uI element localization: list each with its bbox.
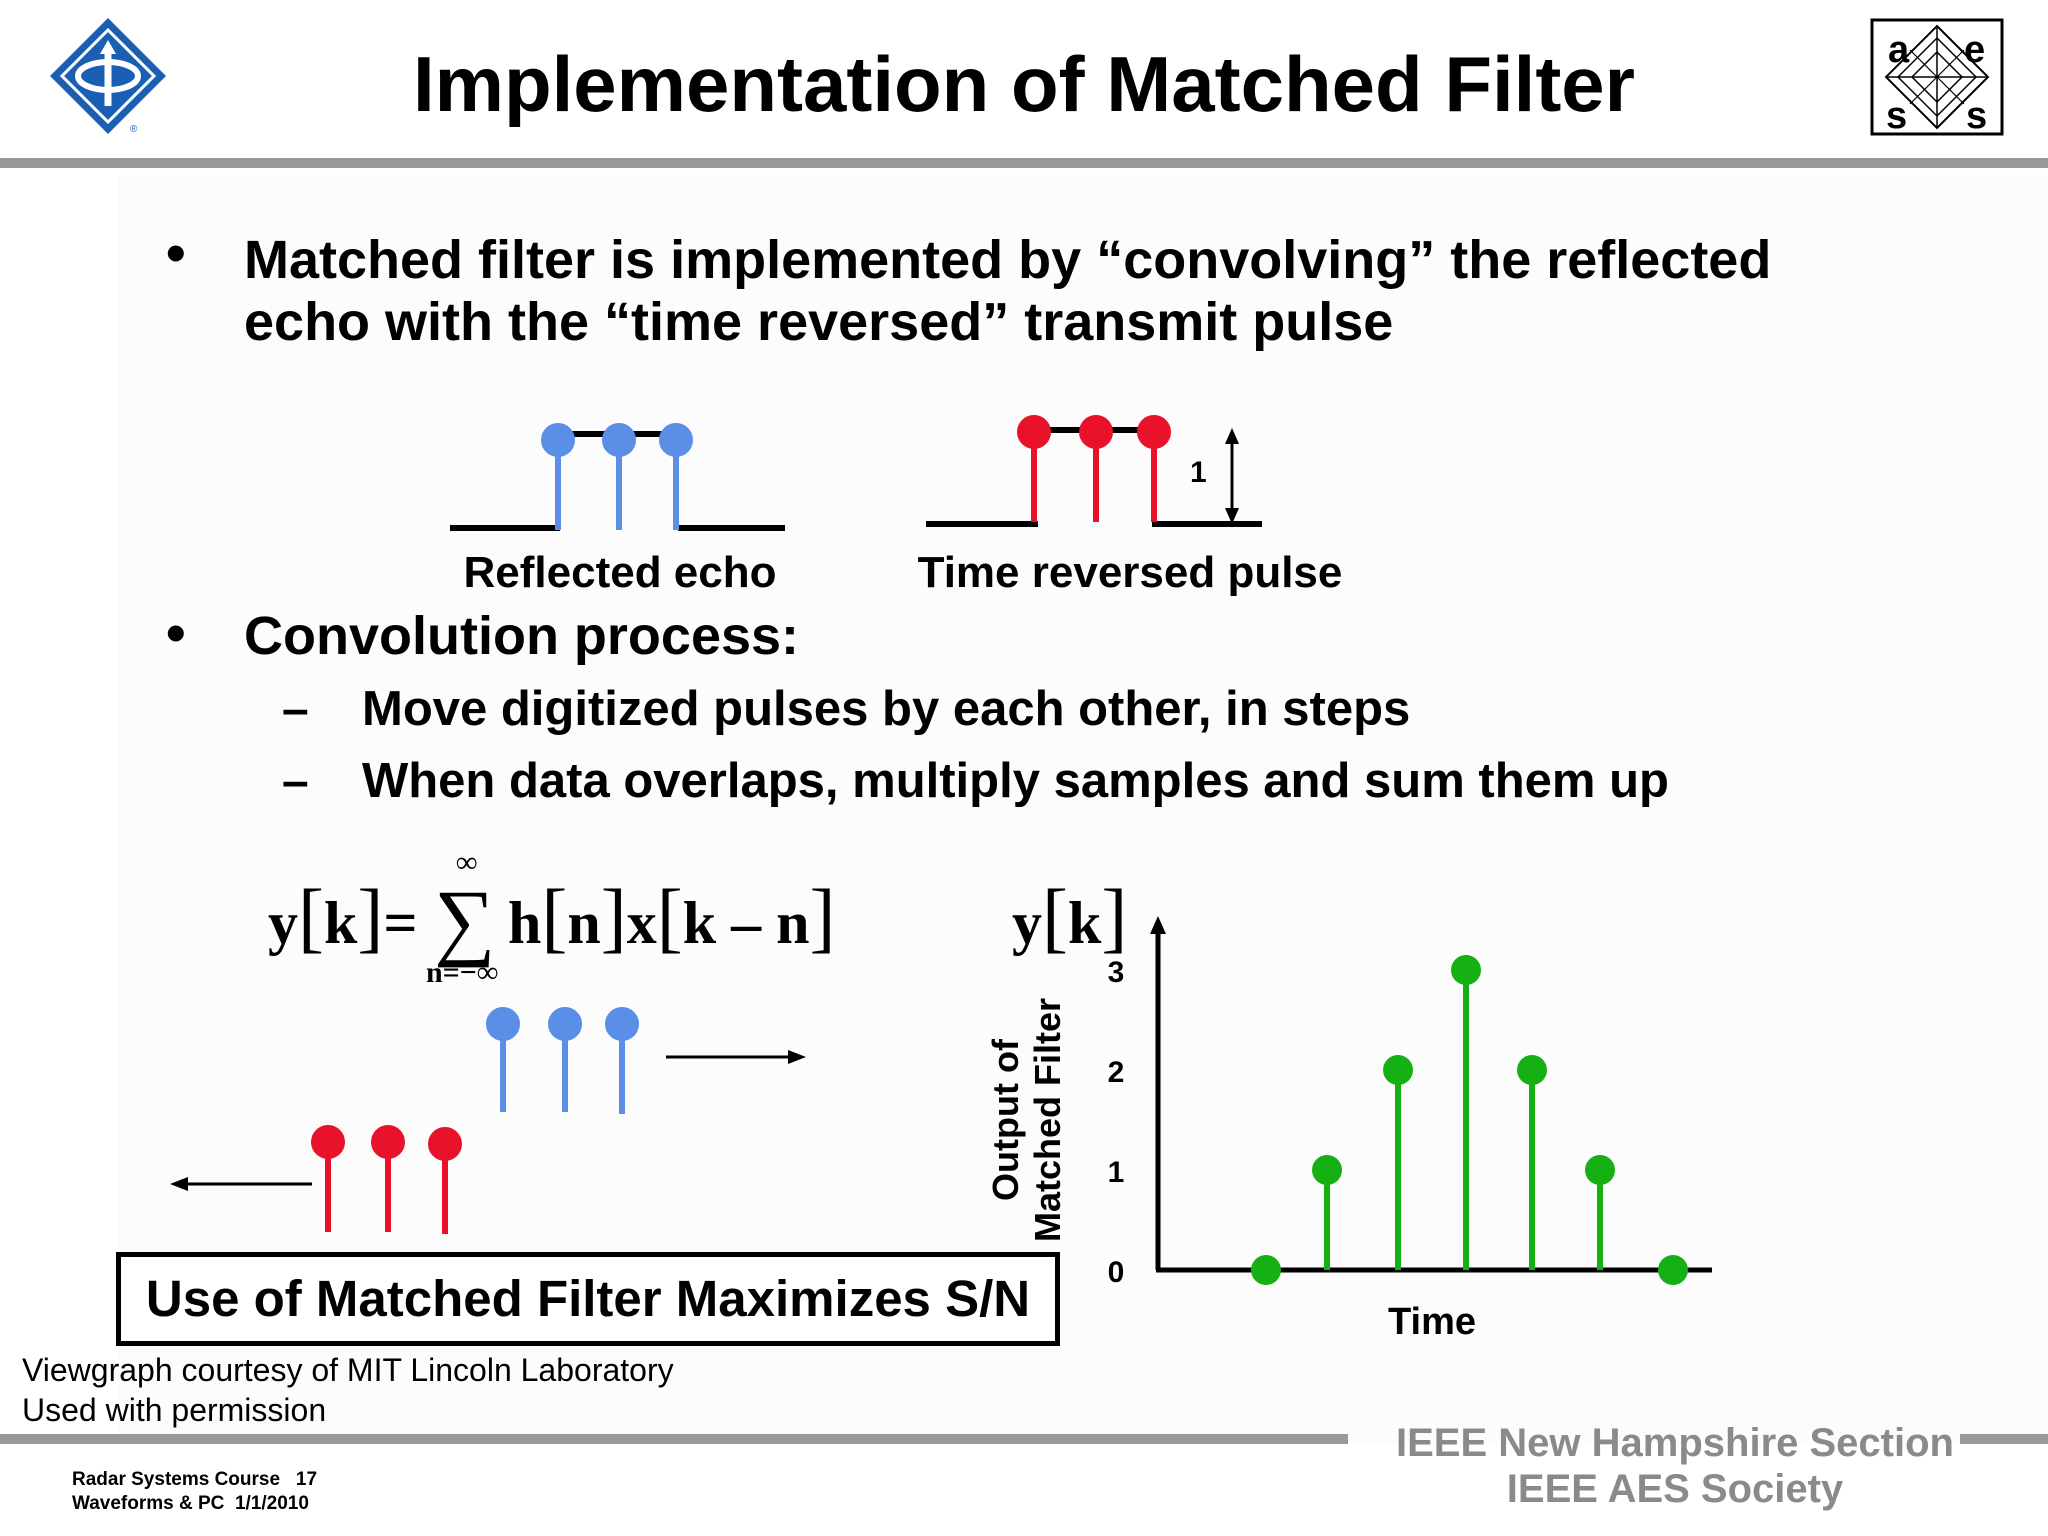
credit-line-1: Viewgraph courtesy of MIT Lincoln Labora… <box>22 1352 674 1388</box>
footer-org-line-1: IEEE New Hampshire Section <box>1396 1421 1954 1465</box>
sub-bullet-dash: – <box>282 683 309 736</box>
bullet-2-text: Convolution process: <box>244 606 800 666</box>
chart-stem-point <box>1517 1055 1547 1085</box>
chart-stem-point <box>1658 1255 1688 1285</box>
reflected-echo-label: Reflected echo <box>463 548 777 597</box>
credit-line-2: Used with permission <box>22 1392 327 1428</box>
aess-letter-s2: s <box>1966 95 1987 136</box>
formula-upper-limit: ∞ <box>456 846 478 879</box>
aess-letter-a: a <box>1888 29 1910 71</box>
formula-y: y <box>268 890 298 956</box>
footer-date: 1/1/2010 <box>234 1493 309 1514</box>
footer-module: Waveforms & PC 1/1/2010 <box>72 1492 309 1516</box>
footer-org-line-2: IEEE AES Society <box>1506 1467 1844 1511</box>
aess-letter-s1: s <box>1886 95 1907 136</box>
chart-stem-point <box>1312 1155 1342 1185</box>
formula-k: k <box>323 890 358 956</box>
aess-logo: a e s s <box>1870 18 2004 136</box>
chart-stem-point <box>1585 1155 1615 1185</box>
chart-stem-point <box>1383 1055 1413 1085</box>
formula-lhs: y[k]= <box>268 873 418 960</box>
footer-module-name: Waveforms & PC <box>72 1493 225 1514</box>
chart-title-k: k <box>1067 890 1102 956</box>
chart-stem-point <box>1251 1255 1281 1285</box>
amplitude-label: 1 <box>1190 456 1207 489</box>
formula-n: n <box>567 890 601 956</box>
formula-equals: = <box>383 890 418 956</box>
sub-bullet-2: When data overlaps, multiply samples and… <box>362 754 1669 808</box>
slide-title: Implementation of Matched Filter <box>412 40 1636 128</box>
header-divider <box>0 158 2048 168</box>
chart-ylabel-line-2: Matched Filter <box>1027 998 1068 1242</box>
chart-yticks: 0 1 2 3 <box>1108 956 1125 1289</box>
formula-rhs: h[n]x[k – n] <box>508 873 836 960</box>
sub-bullet-dash: – <box>282 755 309 808</box>
matched-filter-output-chart: 0 1 2 3 Output of Matched Filter Time <box>985 916 1712 1343</box>
footer-divider-left <box>0 1434 1348 1444</box>
chart-xlabel: Time <box>1388 1301 1476 1343</box>
sub-bullet-1: Move digitized pulses by each other, in … <box>362 682 1411 736</box>
aess-letter-e: e <box>1964 29 1985 71</box>
formula-h: h <box>508 890 542 956</box>
chart-axes <box>1150 916 1712 1273</box>
conclusion-box: Use of Matched Filter Maximizes S/N <box>116 1252 1060 1346</box>
chart-stems <box>1251 955 1688 1285</box>
bullet-marker: • <box>166 601 186 664</box>
footer-divider-right <box>1960 1434 2048 1444</box>
formula-x: x <box>626 890 657 956</box>
bullet-marker: • <box>166 221 186 284</box>
footer-course: Radar Systems Course 17 <box>72 1468 317 1492</box>
chart-ytick-label: 1 <box>1108 1156 1125 1189</box>
chart-ytick-label: 3 <box>1108 956 1125 989</box>
svg-text:®: ® <box>130 124 138 135</box>
formula-lower-limit: n=−∞ <box>426 956 499 989</box>
time-reversed-label: Time reversed pulse <box>917 548 1343 597</box>
chart-ylabel-line-1: Output of <box>985 1038 1026 1201</box>
bullet-1-line-2: echo with the “time reversed” transmit p… <box>244 292 1394 352</box>
chart-title: y[k] <box>1012 873 1128 960</box>
formula-sigma: ∑ <box>434 872 496 968</box>
chart-ytick-label: 2 <box>1108 1056 1125 1089</box>
chart-stem-point <box>1451 955 1481 985</box>
bullet-1-line-1: Matched filter is implemented by “convol… <box>244 230 1772 290</box>
ieee-logo: ® <box>50 18 166 135</box>
chart-title-y: y <box>1012 890 1042 956</box>
content-background <box>118 175 2048 1445</box>
footer-page-number: 17 <box>295 1469 318 1490</box>
footer-course-name: Radar Systems Course <box>72 1469 281 1490</box>
formula-k-minus-n: k – n <box>682 890 810 956</box>
chart-ytick-label: 0 <box>1108 1256 1125 1289</box>
